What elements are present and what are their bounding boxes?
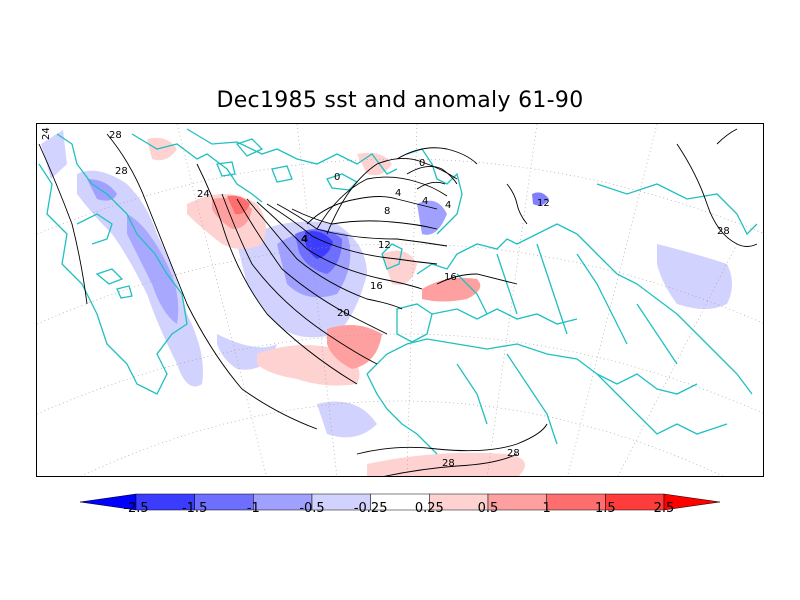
asia-coast — [596, 183, 758, 236]
country-borders — [456, 243, 678, 445]
anomaly-negative-region — [317, 401, 377, 438]
canadian-archipelago — [216, 138, 293, 183]
contour-line — [716, 128, 738, 145]
scandinavia-coast — [406, 148, 463, 235]
contour-line — [676, 143, 758, 247]
contour-label: 4 — [422, 196, 428, 207]
contour-line — [236, 198, 388, 335]
contour-line — [396, 147, 478, 165]
contour-line — [276, 203, 448, 247]
contour-line — [221, 193, 378, 365]
contour-label: 4 — [395, 188, 401, 199]
contour-line — [384, 453, 518, 476]
anomaly-negative-region — [657, 244, 732, 309]
colorbar-label: -0.5 — [299, 501, 325, 516]
hudson-bay-coast — [76, 213, 113, 245]
contour-line — [356, 423, 548, 455]
anomaly-negative-region — [127, 214, 179, 324]
contour-label: 20 — [337, 308, 350, 319]
sst-contours — [38, 128, 758, 476]
contour-label: 8 — [384, 206, 390, 217]
contour-label: 0 — [419, 158, 425, 169]
british-isles-coast — [381, 243, 403, 270]
anomaly-negative-region — [532, 192, 549, 206]
colorbar-bins — [80, 493, 720, 511]
greenland-coast — [186, 128, 398, 175]
contour-label: 28 — [442, 458, 455, 469]
anomaly-positive-region — [147, 137, 177, 161]
colorbar-bin — [663, 493, 720, 511]
canada-coast — [131, 133, 263, 203]
contour-line — [256, 201, 423, 290]
anomaly-negative-region — [77, 170, 203, 387]
chart-title: Dec1985 sst and anomaly 61-90 — [216, 88, 584, 113]
west-africa-coast — [366, 373, 438, 455]
colorbar-label: -1.5 — [181, 501, 208, 516]
colorbar-label: 0.5 — [477, 501, 499, 516]
iceland-coast — [326, 173, 359, 191]
contour-line — [506, 183, 528, 225]
contour-labels: 24 28 28 24 0 4 4 4 8 12 16 16 20 12 28 … — [41, 127, 730, 469]
great-lakes — [95, 268, 133, 299]
contour-label: 0 — [334, 172, 340, 183]
anomaly-positive-region — [227, 195, 250, 215]
contour-line — [436, 273, 518, 285]
colorbar-label: -2.5 — [123, 501, 149, 516]
africa-coast — [366, 338, 728, 435]
anomaly-positive-region — [357, 152, 392, 176]
coastlines — [38, 128, 758, 455]
anomaly-negative-region — [41, 130, 67, 179]
anomaly-positive-region — [327, 325, 382, 369]
anomaly-positive-region — [382, 250, 417, 285]
map-canvas: 24 28 28 24 0 4 4 4 8 12 16 16 20 12 28 … — [37, 124, 763, 476]
map-frame: 24 28 28 24 0 4 4 4 8 12 16 16 20 12 28 … — [36, 123, 764, 477]
contour-line — [266, 203, 438, 265]
contour-line — [196, 163, 358, 385]
colorbar-label: 1 — [542, 501, 551, 516]
anomaly-negative-region — [87, 179, 117, 201]
colorbar — [80, 493, 720, 511]
colorbar-label: 0.25 — [414, 501, 444, 516]
contour-line — [326, 158, 458, 235]
contour-line — [38, 143, 88, 305]
colorbar-label: 1.5 — [594, 501, 616, 516]
colorbar-label: -0.25 — [353, 501, 388, 516]
contour-line — [106, 133, 318, 430]
contour-label: 28 — [115, 166, 128, 177]
contour-line — [306, 196, 438, 225]
contour-line — [406, 165, 458, 185]
contour-label: 24 — [41, 127, 52, 140]
anomaly-positive-region — [367, 452, 525, 476]
asia-interior-border — [576, 233, 753, 395]
contour-line — [291, 208, 438, 230]
contour-label: 16 — [370, 281, 383, 292]
contour-label: 24 — [197, 189, 210, 200]
contour-label: 16 — [444, 272, 457, 283]
colorbar-label: 2.5 — [653, 501, 675, 516]
arabia-coast — [596, 373, 698, 395]
europe-coast — [416, 223, 578, 275]
contour-label: 12 — [378, 240, 391, 251]
contour-line — [316, 176, 448, 230]
colorbar-label: -1 — [246, 501, 260, 516]
contour-label: 4 — [445, 200, 451, 211]
contour-label: 12 — [537, 198, 550, 209]
contour-line — [416, 181, 446, 190]
contour-label: 28 — [109, 130, 122, 141]
mediterranean-coast — [431, 308, 578, 325]
contour-label: 4 — [301, 234, 308, 245]
contour-line — [246, 198, 403, 310]
anomaly-positive-region — [422, 277, 481, 302]
graticule — [37, 124, 763, 476]
north-america-coast — [38, 133, 188, 395]
contour-label: 28 — [717, 226, 730, 237]
contour-label: 28 — [507, 448, 520, 459]
iberia-coast — [396, 303, 433, 343]
